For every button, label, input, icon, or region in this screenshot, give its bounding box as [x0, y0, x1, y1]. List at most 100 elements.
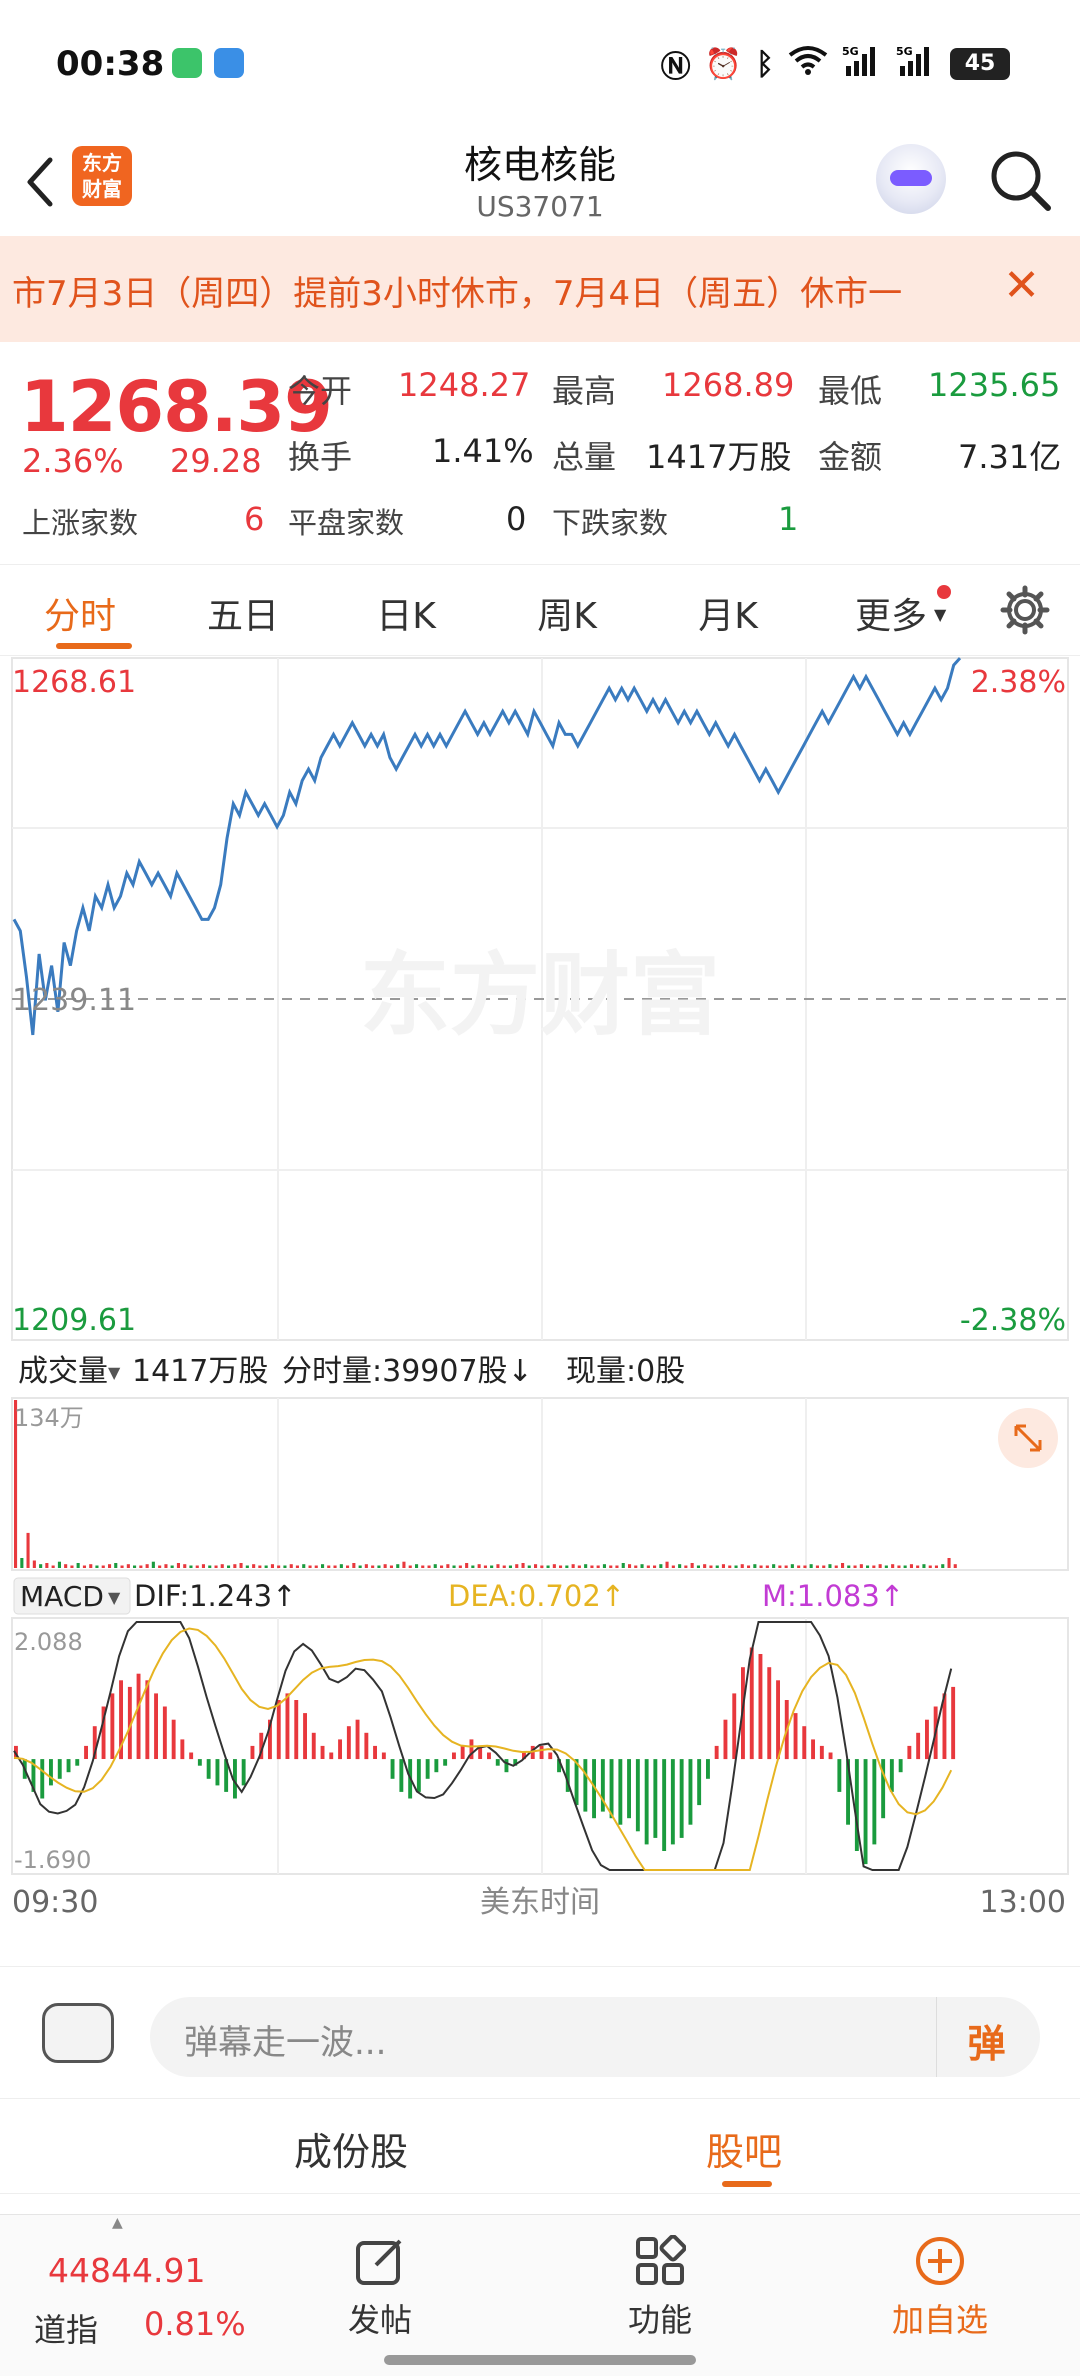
macd-bar [767, 1667, 772, 1760]
macd-bar [749, 1647, 754, 1760]
message-list-icon[interactable] [42, 2003, 114, 2063]
amount-label: 金额 [818, 438, 883, 476]
up-count-label: 上涨家数 [22, 506, 139, 540]
macd-bar [679, 1759, 684, 1838]
volume-bar [289, 1564, 293, 1568]
macd-bar [837, 1759, 842, 1792]
bottom-tabs: 成份股 股吧 [0, 2098, 1080, 2194]
macd-bar [863, 1759, 868, 1865]
index-name[interactable]: 道指 [34, 2311, 99, 2349]
macd-bar [583, 1759, 588, 1812]
danmu-input[interactable]: 弹幕走一波... [150, 1997, 1040, 2077]
danmu-button[interactable]: 弹 [936, 1997, 1036, 2077]
tab-daily-k[interactable]: 日K [376, 596, 436, 637]
volume-bar [772, 1564, 776, 1568]
macd-bar [294, 1700, 299, 1760]
volume-bar [270, 1564, 274, 1568]
chart-area[interactable]: 东方财富 1268.61 2.38% 1239.11 1209.61 -2.38… [0, 656, 1080, 1966]
macd-bar [101, 1706, 106, 1759]
page-title: 核电核能 [463, 143, 616, 187]
volume-bar [327, 1565, 331, 1568]
volume-bar [308, 1565, 312, 1568]
macd-bar [776, 1680, 780, 1760]
volume-bar [891, 1564, 895, 1568]
volume-bar [753, 1564, 757, 1568]
macd-bar [478, 1745, 483, 1759]
wifi-icon [788, 45, 828, 83]
collapse-arrow-icon[interactable]: ▲ [112, 2215, 123, 2231]
stock-code: US37071 [476, 190, 604, 223]
macd-bar [688, 1759, 693, 1825]
macd-bar [49, 1759, 53, 1786]
volume-bar [909, 1564, 913, 1568]
volume-bar [615, 1565, 619, 1568]
index-percent[interactable]: 0.81% [144, 2305, 246, 2343]
volume-bar [571, 1564, 575, 1568]
volume-bar [339, 1564, 343, 1568]
volume-bar [471, 1565, 475, 1568]
volume-value: 1417万股 [646, 438, 792, 476]
macd-bar [600, 1759, 605, 1812]
volume-bar [239, 1563, 243, 1568]
volume-bar [728, 1565, 732, 1568]
assistant-robot-icon[interactable] [876, 144, 946, 214]
volume-bar [878, 1564, 882, 1568]
quote-panel: 1268.39 2.36% 29.28 今开 1248.27 最高 1268.8… [0, 342, 1080, 562]
macd-bar [618, 1759, 623, 1825]
settings-gear-icon[interactable] [1000, 585, 1050, 635]
macd-bar [495, 1759, 500, 1766]
volume-bar [659, 1564, 663, 1568]
status-time: 00:38 [56, 44, 165, 84]
macd-bar [206, 1759, 211, 1779]
macd-bar [215, 1759, 220, 1786]
volume-bar [352, 1563, 356, 1568]
intraday-chart[interactable]: 东方财富 1268.61 2.38% 1239.11 1209.61 -2.38… [0, 656, 1080, 1966]
macd-bar [846, 1759, 850, 1825]
macd-bar [171, 1719, 176, 1760]
back-icon[interactable] [20, 154, 60, 210]
notice-banner[interactable]: 市7月3日（周四）提前3小时休市，7月4日（周五）休市一 ✕ [0, 236, 1080, 342]
macd-bar [644, 1759, 649, 1845]
nav-functions[interactable]: 功能 [580, 2235, 740, 2341]
nav-add-watchlist[interactable]: 加自选 [860, 2235, 1020, 2341]
volume-bar [145, 1564, 149, 1568]
volume-bar [295, 1565, 299, 1568]
macd-bar [758, 1654, 763, 1759]
search-icon[interactable] [988, 148, 1054, 214]
flat-count: 0 [506, 500, 527, 538]
volume-selector[interactable]: 成交量 [18, 1354, 108, 1389]
amount-value: 7.31亿 [958, 438, 1062, 476]
index-value[interactable]: 44844.91 [48, 2251, 206, 2290]
volume-bar [214, 1565, 218, 1568]
macd-bar [311, 1732, 316, 1760]
macd-bar [907, 1745, 912, 1759]
volume-bar [521, 1563, 525, 1568]
volume-bar [559, 1565, 563, 1568]
macd-bar [250, 1745, 255, 1759]
tab-more[interactable]: 更多 [854, 596, 927, 637]
tab-forum[interactable]: 股吧 [706, 2130, 783, 2174]
nav-post[interactable]: 发帖 [300, 2235, 460, 2341]
tab-constituents[interactable]: 成份股 [294, 2130, 409, 2174]
volume-bar [916, 1565, 920, 1568]
macd-bar [268, 1719, 272, 1760]
volume-bar [690, 1563, 694, 1568]
danmu-input-row: 弹幕走一波... 弹 [0, 1966, 1080, 2096]
volume-bar [139, 1565, 143, 1568]
low-value: 1235.65 [928, 366, 1061, 404]
close-icon[interactable]: ✕ [1003, 260, 1040, 311]
macd-selector[interactable]: MACD [20, 1580, 104, 1613]
tab-monthly-k[interactable]: 月K [698, 596, 758, 637]
volume-bar [527, 1565, 531, 1568]
volume-bar [747, 1565, 751, 1568]
macd-bar [635, 1759, 640, 1832]
macd-bar [31, 1759, 36, 1792]
tab-five-day[interactable]: 五日 [206, 596, 279, 637]
volume-bar [189, 1565, 193, 1568]
tab-intraday[interactable]: 分时 [43, 596, 116, 637]
volume-bar [126, 1564, 130, 1568]
price-axis-bottom: 1209.61 [12, 1303, 136, 1338]
svg-text:5G: 5G [842, 45, 859, 58]
tab-weekly-k[interactable]: 周K [537, 596, 597, 637]
volume-bar [245, 1565, 249, 1568]
